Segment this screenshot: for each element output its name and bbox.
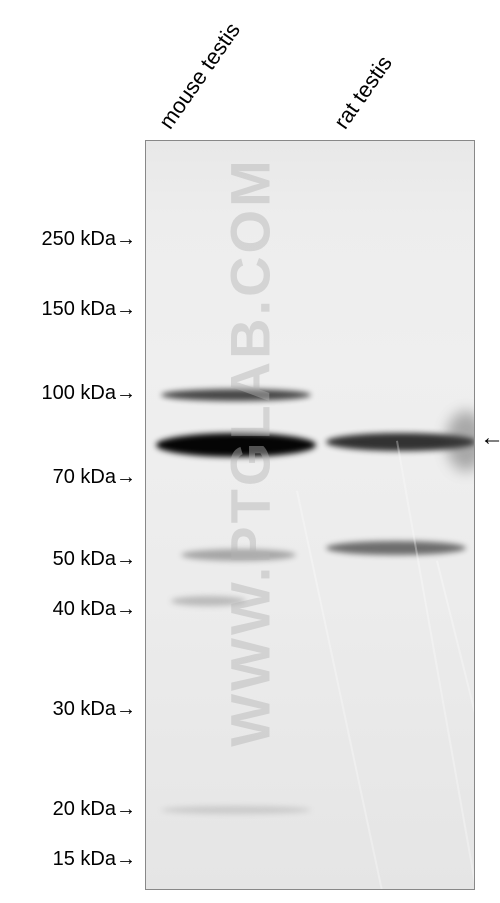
mw-marker-250: 250 kDa→	[6, 228, 136, 251]
mw-marker-20: 20 kDa→	[6, 798, 136, 821]
mw-marker-100: 100 kDa→	[6, 382, 136, 405]
mw-marker-30: 30 kDa→	[6, 698, 136, 721]
mw-marker-40: 40 kDa→	[6, 598, 136, 621]
band-mouse-50kda	[181, 549, 296, 561]
mw-marker-150: 150 kDa→	[6, 298, 136, 321]
band-rat-50kda	[326, 541, 466, 555]
band-mouse-100kda	[161, 389, 311, 401]
band-mouse-main-75kda	[156, 433, 316, 457]
lane-label-1: mouse testis	[154, 18, 246, 134]
lane-label-2: rat testis	[329, 51, 398, 134]
band-rat-edge-smear	[446, 411, 475, 471]
mw-marker-15: 15 kDa→	[6, 848, 136, 871]
mw-marker-50: 50 kDa→	[6, 548, 136, 571]
target-band-arrow-icon: ←	[480, 424, 500, 452]
band-mouse-40kda	[171, 596, 246, 606]
mw-marker-70: 70 kDa→	[6, 466, 136, 489]
membrane-streak	[436, 561, 475, 890]
western-blot-membrane	[145, 140, 475, 890]
band-mouse-20kda	[161, 806, 311, 814]
figure-container: mouse testis rat testis 250 kDa→ 150 kDa…	[0, 0, 500, 903]
